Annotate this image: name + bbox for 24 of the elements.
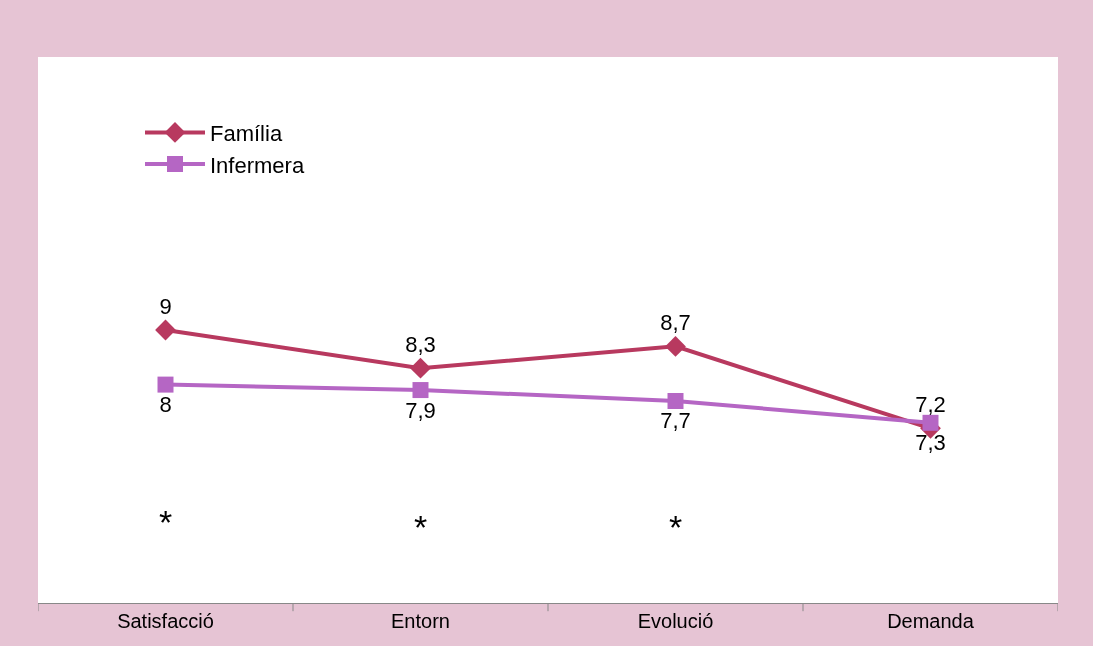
x-tick-label: Demanda [887, 610, 975, 632]
data-label: 8 [159, 392, 172, 418]
data-label: 7,3 [915, 430, 946, 456]
legend-label: Infermera [210, 152, 305, 178]
annotation: * [669, 508, 683, 546]
data-label: 7,9 [405, 397, 436, 423]
annotation: * [159, 503, 173, 541]
legend-label: Família [210, 120, 283, 146]
data-label: 7,2 [915, 391, 946, 417]
x-tick-label: Satisfacció [117, 610, 214, 632]
data-label: 7,7 [660, 408, 691, 434]
annotation: * [414, 508, 428, 546]
point [665, 335, 686, 357]
point [412, 382, 429, 399]
x-tick-label: Evolució [637, 610, 714, 632]
point [157, 376, 174, 393]
data-label: 9 [159, 293, 172, 319]
data-label: 8,7 [660, 309, 691, 335]
data-label: 8,3 [405, 331, 436, 357]
point [922, 414, 939, 431]
point [667, 392, 684, 409]
point [410, 357, 431, 379]
x-tick-label: Entorn [391, 610, 450, 632]
point [155, 319, 176, 341]
